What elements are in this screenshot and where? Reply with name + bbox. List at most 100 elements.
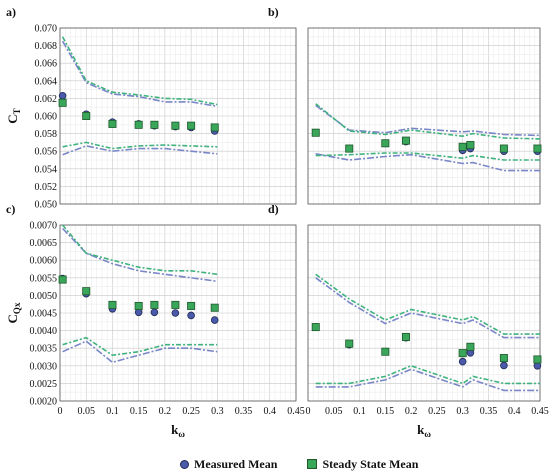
steady-state-mean-point <box>150 300 159 309</box>
steady-state-mean-point <box>82 287 91 296</box>
measured-mean-point <box>500 361 508 370</box>
x-tick-label: 0.15 <box>130 406 148 417</box>
legend: Measured Mean Steady State Mean <box>180 456 540 472</box>
steady-state-mean-point <box>466 141 475 150</box>
x-tick-label: 0.15 <box>377 406 395 417</box>
legend-measured: Measured Mean <box>180 457 277 472</box>
y-tick-label: 0.070 <box>35 24 58 35</box>
measured-mean-marker-icon <box>180 459 189 469</box>
y-tick-label: 0.0045 <box>30 309 58 320</box>
steady-state-mean-point <box>401 136 410 145</box>
x-tick-label: 0.1 <box>106 406 119 417</box>
y-tick-label: 0.0050 <box>30 291 58 302</box>
panel-c: 0.0020 0.0025 0.0030 0.0035 0.0040 0.0045 0.00… <box>5 202 305 439</box>
steady-state-mean-point <box>210 123 219 132</box>
y-tick-label: 0.0040 <box>30 326 58 337</box>
steady-state-mean-point <box>345 144 354 153</box>
y-tick-label: 0.066 <box>35 59 58 70</box>
band-upper-line <box>62 227 218 283</box>
y-tick-label: 0.0070 <box>30 221 58 232</box>
band-lower-line <box>315 368 540 392</box>
steady-state-mean-point <box>58 98 67 107</box>
band-upper-line <box>61 36 218 106</box>
steady-state-mean-point <box>311 323 320 332</box>
measured-mean-point <box>150 308 159 317</box>
steady-state-mean-point <box>134 120 143 129</box>
steady-state-mean-point <box>187 121 196 130</box>
panel-b: b) <box>268 5 542 205</box>
x-axis-label-subscript: ω <box>178 429 185 439</box>
steady-state-mean-point <box>401 332 410 341</box>
steady-state-mean-point <box>82 112 91 121</box>
y-tick-label: 0.062 <box>35 94 58 105</box>
band-upper-line <box>315 277 540 339</box>
x-tick-label: 0.2 <box>405 406 418 417</box>
x-axis-label: kω <box>417 422 431 439</box>
steady-state-mean-point <box>458 349 467 358</box>
x-tick-label: 0.4 <box>264 406 277 417</box>
band-lower-line <box>315 364 540 385</box>
x-tick-label: 0.1 <box>353 406 366 417</box>
x-tick-label: 0.2 <box>159 406 172 417</box>
x-tick-label: 0 <box>306 406 311 417</box>
legend-measured-label: Measured Mean <box>194 456 278 471</box>
y-axis-label-subscript: Qx <box>12 302 22 314</box>
y-tick-label: 0.052 <box>35 182 58 193</box>
y-axis-label: CT <box>5 108 22 123</box>
x-tick-label: 0.4 <box>508 406 521 417</box>
panel-label: a) <box>6 5 16 19</box>
steady-state-mean-point <box>171 300 180 309</box>
y-tick-label: 0.0065 <box>30 238 58 249</box>
x-tick-label: 0.05 <box>77 406 95 417</box>
band-upper-line <box>315 103 541 140</box>
y-tick-label: 0.050 <box>35 200 58 211</box>
steady-state-mean-point <box>108 300 117 309</box>
legend-steady-label: Steady State Mean <box>322 456 419 471</box>
band-lower-line <box>315 152 540 161</box>
plot-frame <box>307 27 541 205</box>
x-tick-label: 0.05 <box>325 406 343 417</box>
x-tick-label: 0.25 <box>182 406 200 417</box>
steady-state-mean-point <box>533 144 542 153</box>
panel-a: 0.050 0.052 0.054 0.056 0.058 0.060 0.062 0.064… <box>5 5 297 211</box>
band-lower-line <box>62 340 218 364</box>
steady-state-mean-point <box>311 128 320 137</box>
panel-d: 0 0.05 0.1 0.15 0.2 0.25 0.3 0.35 0.4 0.45 d) kω <box>268 202 549 439</box>
band-upper-line <box>315 104 541 137</box>
x-tick-label: 0.3 <box>211 406 224 417</box>
steady-state-mean-point <box>499 354 508 363</box>
x-tick-label: 0.45 <box>287 406 305 417</box>
band-lower-line <box>62 141 218 150</box>
steady-state-mean-point <box>150 120 159 129</box>
x-axis-label-subscript: ω <box>424 429 431 439</box>
measured-mean-point <box>58 91 67 100</box>
band-lower-line <box>62 336 218 357</box>
steady-state-mean-point <box>499 144 508 153</box>
y-tick-label: 0.0055 <box>30 273 58 284</box>
x-tick-label: 0 <box>58 406 63 417</box>
plot-frame <box>307 224 541 402</box>
y-tick-label: 0.060 <box>35 112 58 123</box>
y-axis-label-subscript: T <box>12 108 22 114</box>
steady-state-mean-point <box>187 301 196 310</box>
x-tick-label: 0.35 <box>235 406 253 417</box>
band-lower-line <box>315 153 540 172</box>
steady-state-mean-point <box>171 121 180 130</box>
steady-state-mean-marker-icon <box>307 459 318 469</box>
y-tick-label: 0.0060 <box>30 256 58 267</box>
steady-state-mean-point <box>134 301 143 310</box>
band-upper-line <box>315 273 540 335</box>
y-tick-label: 0.068 <box>35 41 58 52</box>
x-tick-label: 0.35 <box>480 406 498 417</box>
band-upper-line <box>61 224 218 276</box>
panel-label: c) <box>6 202 15 216</box>
y-axis-label: CQx <box>5 302 22 323</box>
steady-state-mean-point <box>381 139 390 148</box>
steady-state-mean-point <box>58 275 67 284</box>
plot-frame <box>59 27 297 205</box>
y-tick-label: 0.058 <box>35 129 58 140</box>
y-tick-label: 0.064 <box>35 76 58 87</box>
x-axis-label: kω <box>171 422 185 439</box>
steady-state-mean-point <box>108 119 117 128</box>
